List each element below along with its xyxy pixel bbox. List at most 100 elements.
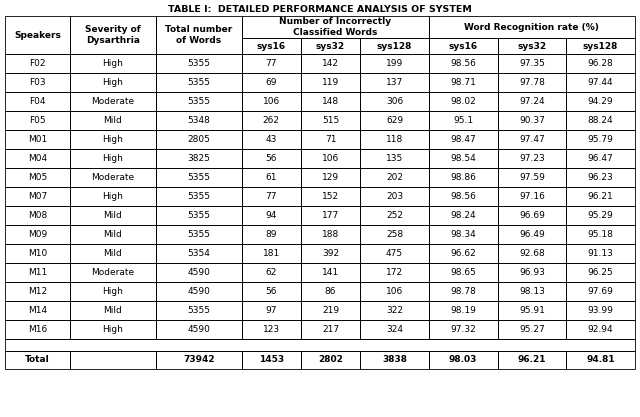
Bar xyxy=(360,225,429,244)
Bar xyxy=(566,130,635,149)
Bar xyxy=(70,54,156,73)
Bar xyxy=(5,206,70,225)
Text: M10: M10 xyxy=(28,249,47,258)
Bar xyxy=(70,73,156,92)
Bar xyxy=(156,351,242,369)
Bar xyxy=(360,168,429,187)
Bar xyxy=(5,301,70,320)
Bar xyxy=(497,282,566,301)
Text: 97.44: 97.44 xyxy=(588,78,614,87)
Bar xyxy=(301,351,360,369)
Bar xyxy=(156,168,242,187)
Text: 148: 148 xyxy=(322,97,339,106)
Text: 4590: 4590 xyxy=(188,287,210,296)
Bar xyxy=(360,111,429,130)
Text: 56: 56 xyxy=(266,287,277,296)
Text: 141: 141 xyxy=(322,268,339,277)
Text: sys16: sys16 xyxy=(449,42,477,50)
Bar xyxy=(156,225,242,244)
Text: 96.62: 96.62 xyxy=(451,249,476,258)
Bar xyxy=(497,111,566,130)
Bar xyxy=(497,38,566,54)
Bar xyxy=(429,92,497,111)
Bar xyxy=(566,92,635,111)
Bar xyxy=(360,187,429,206)
Bar xyxy=(566,168,635,187)
Bar xyxy=(156,320,242,339)
Bar xyxy=(5,16,70,54)
Text: 5354: 5354 xyxy=(188,249,210,258)
Bar xyxy=(429,168,497,187)
Text: 95.79: 95.79 xyxy=(588,135,614,144)
Bar xyxy=(566,73,635,92)
Text: 97.32: 97.32 xyxy=(451,325,476,334)
Bar xyxy=(70,54,156,73)
Bar xyxy=(301,168,360,187)
Bar xyxy=(156,149,242,168)
Bar xyxy=(360,111,429,130)
Bar xyxy=(429,16,635,38)
Bar xyxy=(497,206,566,225)
Bar xyxy=(566,206,635,225)
Bar xyxy=(301,301,360,320)
Text: High: High xyxy=(102,154,124,163)
Bar xyxy=(429,263,497,282)
Bar xyxy=(566,38,635,54)
Bar xyxy=(70,149,156,168)
Bar xyxy=(70,244,156,263)
Bar xyxy=(70,351,156,369)
Bar xyxy=(497,54,566,73)
Text: 71: 71 xyxy=(324,135,336,144)
Bar xyxy=(5,149,70,168)
Text: sys16: sys16 xyxy=(257,42,286,50)
Bar xyxy=(5,111,70,130)
Bar xyxy=(566,73,635,92)
Text: 88.24: 88.24 xyxy=(588,116,614,125)
Bar xyxy=(301,301,360,320)
Bar xyxy=(156,111,242,130)
Text: 475: 475 xyxy=(386,249,403,258)
Bar xyxy=(360,73,429,92)
Bar xyxy=(566,225,635,244)
Bar xyxy=(360,320,429,339)
Bar xyxy=(566,206,635,225)
Text: 94.29: 94.29 xyxy=(588,97,614,106)
Text: 324: 324 xyxy=(386,325,403,334)
Bar xyxy=(242,263,301,282)
Bar xyxy=(156,73,242,92)
Bar xyxy=(360,301,429,320)
Text: M01: M01 xyxy=(28,135,47,144)
Bar xyxy=(5,187,70,206)
Text: 5355: 5355 xyxy=(188,192,211,201)
Text: 5355: 5355 xyxy=(188,306,211,315)
Text: 188: 188 xyxy=(322,230,339,239)
Text: Total number
of Words: Total number of Words xyxy=(165,25,232,45)
Bar xyxy=(70,263,156,282)
Text: Total: Total xyxy=(25,356,50,364)
Bar xyxy=(566,187,635,206)
Bar xyxy=(70,187,156,206)
Bar xyxy=(242,320,301,339)
Text: M04: M04 xyxy=(28,154,47,163)
Text: 217: 217 xyxy=(322,325,339,334)
Text: F03: F03 xyxy=(29,78,46,87)
Text: Moderate: Moderate xyxy=(92,97,134,106)
Bar xyxy=(156,111,242,130)
Text: 392: 392 xyxy=(322,249,339,258)
Bar xyxy=(242,130,301,149)
Bar xyxy=(360,282,429,301)
Bar xyxy=(497,130,566,149)
Bar xyxy=(301,244,360,263)
Bar xyxy=(5,111,70,130)
Text: 106: 106 xyxy=(322,154,339,163)
Text: M12: M12 xyxy=(28,287,47,296)
Text: High: High xyxy=(102,192,124,201)
Bar xyxy=(5,92,70,111)
Bar xyxy=(497,168,566,187)
Bar xyxy=(360,54,429,73)
Text: M16: M16 xyxy=(28,325,47,334)
Text: 95.29: 95.29 xyxy=(588,211,614,220)
Bar xyxy=(360,244,429,263)
Bar xyxy=(5,92,70,111)
Bar xyxy=(301,92,360,111)
